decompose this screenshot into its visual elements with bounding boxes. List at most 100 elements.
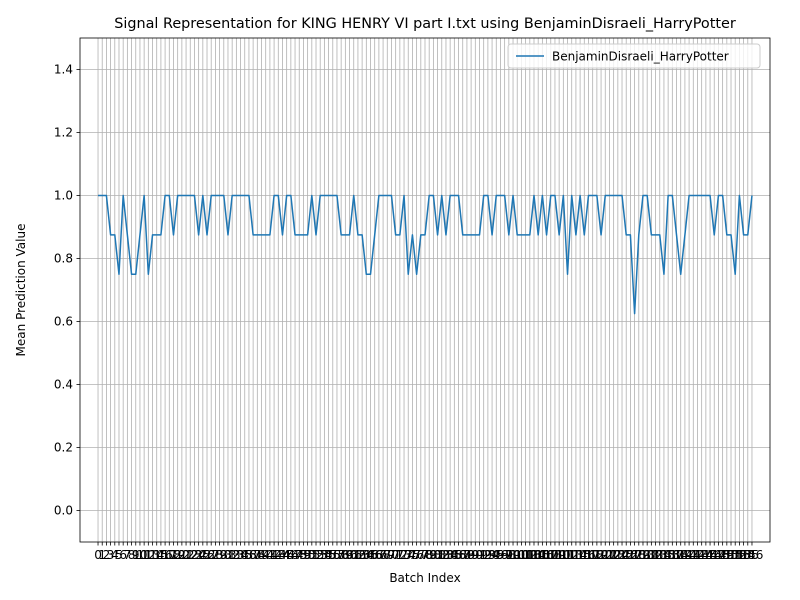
legend-box [507, 43, 761, 69]
x-tick-label: 16 [157, 548, 172, 562]
x-tick-label: 102 [514, 548, 537, 562]
x-tick-label: 37 [245, 548, 260, 562]
x-tick-label: 32 [225, 548, 240, 562]
x-tick-label: 30 [216, 548, 231, 562]
x-tick-label: 156 [741, 548, 764, 562]
x-tick-label: 133 [644, 548, 667, 562]
x-tick-label: 11 [136, 548, 151, 562]
x-tick-label: 55 [321, 548, 336, 562]
x-tick-label: 62 [350, 548, 365, 562]
x-tick-label: 15 [153, 548, 168, 562]
x-tick-label: 155 [736, 548, 759, 562]
x-tick-label: 87 [455, 548, 470, 562]
y-tick-label: 1.4 [54, 63, 73, 77]
x-tick-label: 24 [191, 548, 206, 562]
x-tick-label: 124 [606, 548, 629, 562]
x-tick-label: 106 [531, 548, 554, 562]
x-tick-label: 73 [396, 548, 411, 562]
x-tick-label: 92 [476, 548, 491, 562]
x-tick-label: 66 [367, 548, 382, 562]
x-tick-label: 97 [497, 548, 512, 562]
x-tick-label: 6 [119, 548, 127, 562]
x-tick-label: 138 [665, 548, 688, 562]
x-tick-label: 68 [375, 548, 390, 562]
x-tick-label: 46 [283, 548, 298, 562]
x-tick-label: 99 [505, 548, 520, 562]
x-tick-label: 134 [648, 548, 671, 562]
x-tick-label: 121 [594, 548, 617, 562]
x-tick-label: 129 [627, 548, 650, 562]
x-tick-label: 94 [484, 548, 499, 562]
y-tick-label: 1.0 [54, 189, 73, 203]
x-tick-label: 123 [602, 548, 625, 562]
x-tick-label: 125 [611, 548, 634, 562]
x-tick-label: 7 [124, 548, 132, 562]
x-axis-label: Batch Index [389, 571, 460, 585]
x-tick-label: 103 [518, 548, 541, 562]
x-tick-label: 149 [711, 548, 734, 562]
x-tick-label: 44 [275, 548, 290, 562]
x-tick-label: 132 [640, 548, 663, 562]
x-tick-label: 143 [686, 548, 709, 562]
x-tick-label: 98 [501, 548, 516, 562]
x-tick-label: 27 [204, 548, 219, 562]
x-tick-label: 50 [300, 548, 315, 562]
x-tick-label: 128 [623, 548, 646, 562]
x-tick-label: 33 [229, 548, 244, 562]
x-tick-label: 1 [98, 548, 106, 562]
x-tick-label: 113 [560, 548, 583, 562]
x-tick-label: 145 [694, 548, 717, 562]
x-tick-label: 110 [548, 548, 571, 562]
y-tick-label: 0.2 [54, 441, 73, 455]
x-tick-label: 31 [220, 548, 235, 562]
x-tick-label: 88 [459, 548, 474, 562]
x-tick-label: 70 [384, 548, 399, 562]
x-tick-label: 91 [472, 548, 487, 562]
x-tick-label: 71 [388, 548, 403, 562]
x-tick-label: 13 [145, 548, 160, 562]
x-tick-label: 8 [128, 548, 136, 562]
x-tick-label: 40 [258, 548, 273, 562]
x-tick-label: 115 [569, 548, 592, 562]
x-tick-label: 57 [329, 548, 344, 562]
x-tick-label: 80 [426, 548, 441, 562]
legend-label: BenjaminDisraeli_HarryPotter [552, 50, 729, 64]
x-tick-label: 150 [715, 548, 738, 562]
x-tick-label: 14 [149, 548, 164, 562]
x-tick-label: 101 [510, 548, 533, 562]
x-tick-label: 109 [543, 548, 566, 562]
x-tick-label: 118 [581, 548, 604, 562]
x-tick-label: 105 [527, 548, 550, 562]
x-tick-label: 84 [443, 548, 458, 562]
x-tick-label: 137 [661, 548, 684, 562]
x-tick-label: 21 [178, 548, 193, 562]
x-tick-label: 117 [577, 548, 600, 562]
x-tick-label: 49 [296, 548, 311, 562]
x-tick-label: 114 [564, 548, 587, 562]
y-tick-label: 0.0 [54, 504, 73, 518]
x-tick-label: 142 [682, 548, 705, 562]
x-tick-label: 122 [598, 548, 621, 562]
x-tick-label: 54 [317, 548, 332, 562]
x-tick-label: 154 [732, 548, 755, 562]
x-tick-label: 74 [401, 548, 416, 562]
x-tick-label: 0 [94, 548, 102, 562]
x-tick-label: 9 [132, 548, 140, 562]
x-tick-label: 26 [199, 548, 214, 562]
y-tick-label: 0.6 [54, 315, 73, 329]
x-tick-label: 146 [699, 548, 722, 562]
x-tick-label: 131 [636, 548, 659, 562]
x-tick-label: 65 [363, 548, 378, 562]
x-tick-label: 100 [506, 548, 529, 562]
x-tick-label: 96 [493, 548, 508, 562]
x-tick-label: 75 [405, 548, 420, 562]
x-tick-label: 63 [354, 548, 369, 562]
x-tick-label: 136 [657, 548, 680, 562]
x-tick-label: 47 [287, 548, 302, 562]
x-tick-label: 61 [346, 548, 361, 562]
x-tick-label: 104 [523, 548, 546, 562]
x-tick-label: 76 [409, 548, 424, 562]
data-line [98, 194, 753, 315]
x-tick-label: 23 [187, 548, 202, 562]
x-tick-label: 135 [652, 548, 675, 562]
